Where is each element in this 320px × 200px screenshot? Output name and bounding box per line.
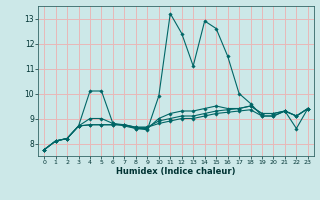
X-axis label: Humidex (Indice chaleur): Humidex (Indice chaleur) — [116, 167, 236, 176]
